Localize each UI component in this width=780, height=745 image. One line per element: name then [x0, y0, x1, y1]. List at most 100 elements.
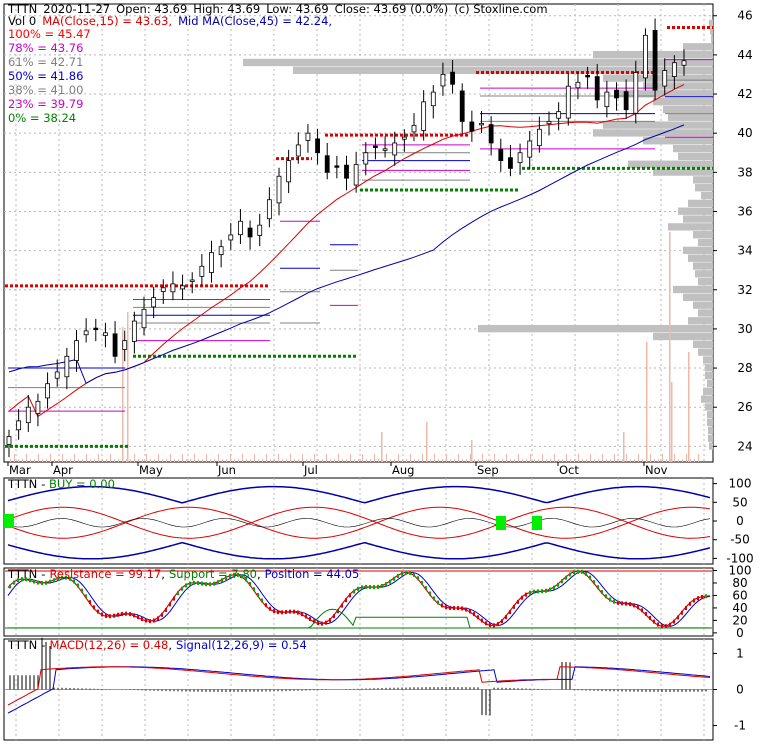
stoch-dot	[165, 607, 167, 612]
volume-profile-bar	[663, 105, 713, 114]
stoch-dot	[469, 609, 471, 614]
stoch-dot	[245, 577, 247, 582]
volume-profile-bar	[628, 160, 713, 168]
volume-bar	[502, 459, 503, 462]
stoch-dot	[405, 570, 407, 575]
volume-bar	[626, 454, 627, 462]
stoch-dot	[265, 603, 267, 608]
volume-bar	[598, 459, 599, 462]
stoch-dot	[381, 583, 383, 588]
volume-bar	[66, 459, 67, 462]
stoch-dot	[289, 609, 291, 614]
volume-bar	[690, 459, 691, 462]
stoch-dot	[169, 602, 171, 607]
volume-bar	[146, 454, 147, 462]
volume-bar	[366, 459, 367, 462]
volume-bar	[414, 459, 415, 462]
stoch-dot	[553, 585, 555, 590]
candle-body	[160, 287, 166, 292]
candle-body	[35, 400, 41, 414]
volume-bar	[158, 454, 159, 462]
stoch-dot	[61, 575, 63, 580]
volume-bar	[138, 459, 139, 462]
volume-bar	[586, 459, 587, 462]
stoch-dot	[397, 573, 399, 578]
volume-profile-bar	[705, 371, 713, 380]
volume-bar	[262, 459, 263, 462]
stoch-dot	[517, 599, 519, 604]
volume-bar	[410, 454, 411, 462]
volume-bar	[130, 459, 131, 462]
volume-bar	[682, 459, 683, 462]
volume-bar	[94, 459, 95, 462]
buy-panel-title: TTTN - BUY = 0.00	[7, 477, 115, 491]
volume-bar	[198, 459, 199, 462]
candle-body	[6, 436, 12, 445]
stoch-dot	[193, 580, 195, 585]
candle-body	[54, 371, 60, 379]
stoch-dot	[385, 582, 387, 587]
candle-body	[498, 149, 504, 161]
volume-bar	[106, 459, 107, 462]
y-tick-label: 36	[737, 204, 752, 218]
candle-body	[479, 122, 484, 126]
macd-panel-title: TTTN - MACD(12,26) = 0.48, Signal(12,26,9) …	[7, 638, 307, 652]
stoch-dot	[589, 575, 591, 580]
stoch-dot	[533, 589, 535, 594]
volume-bar	[90, 459, 91, 462]
volume-bar	[210, 459, 211, 462]
volume-bar	[550, 459, 551, 462]
stoch-dot	[205, 582, 207, 587]
volume-profile-bar	[711, 35, 713, 43]
stoch-dot	[329, 618, 331, 623]
volume-bar	[314, 454, 315, 462]
volume-bar	[630, 459, 631, 462]
volume-bar	[610, 459, 611, 462]
stoch-dot	[389, 579, 391, 584]
volume-bar	[298, 459, 299, 462]
volume-bar	[442, 459, 443, 462]
volume-profile-bar	[695, 184, 713, 192]
y-tick-label: 100	[729, 563, 752, 577]
x-tick-label: Mar	[9, 463, 31, 477]
stoch-dot	[197, 581, 199, 586]
stoch-dot	[313, 619, 315, 624]
volume-bar	[258, 459, 259, 462]
candle-body	[594, 76, 600, 101]
candle-body	[633, 72, 639, 114]
stoch-dot	[77, 583, 79, 588]
stoch-dot	[29, 578, 31, 583]
volume-bar	[270, 459, 271, 462]
fib-level-label: 61% = 42.71	[8, 55, 83, 69]
volume-bar	[602, 454, 603, 462]
candle-body	[565, 85, 571, 119]
candle-body	[112, 333, 118, 357]
stoch-dot	[201, 581, 203, 586]
stoch-dot	[145, 618, 147, 623]
stoch-dot	[125, 611, 127, 616]
stoch-dot	[681, 610, 683, 615]
y-tick-label: 80	[732, 576, 747, 590]
volume-bar	[430, 459, 431, 462]
volume-bar	[170, 454, 171, 462]
volume-bar	[662, 454, 663, 462]
y-tick-label: 44	[737, 48, 752, 62]
volume-profile-bar	[243, 58, 713, 67]
stoch-dot	[141, 617, 143, 622]
stoch-dot	[129, 612, 131, 617]
stoch-dot	[693, 598, 695, 603]
volume-bar	[242, 454, 243, 462]
stoch-dot	[153, 618, 155, 623]
stoch-dot	[73, 579, 75, 584]
buy-marker	[496, 516, 506, 530]
stoch-dot	[601, 590, 603, 595]
candle-body	[643, 34, 648, 79]
y-tick-label: 40	[737, 126, 752, 140]
volume-bar	[646, 342, 648, 462]
volume-profile-bar	[653, 168, 713, 176]
stoch-dot	[549, 587, 551, 592]
y-tick-label: 0	[736, 514, 744, 528]
candle-body	[488, 124, 494, 144]
candle-body	[382, 148, 388, 151]
